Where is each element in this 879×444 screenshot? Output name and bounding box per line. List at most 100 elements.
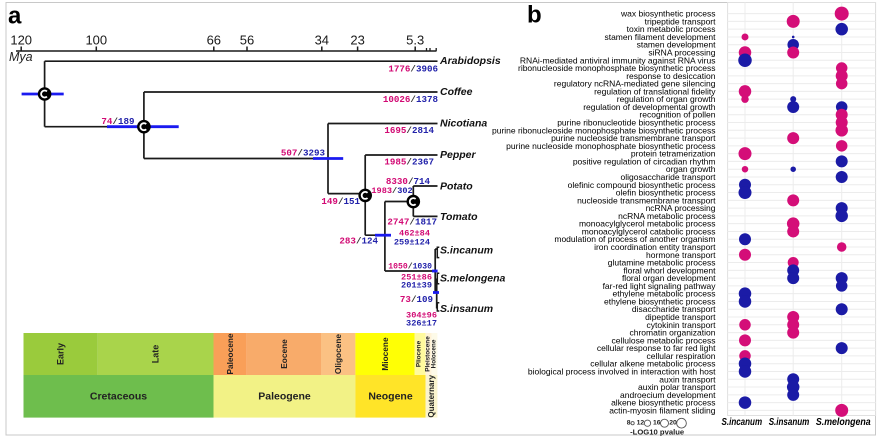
svg-text:23: 23 [350,33,364,48]
svg-text:Pleistocene: Pleistocene [425,336,432,372]
svg-text:Holocene: Holocene [431,339,438,368]
svg-text:cellular response to far red l: cellular response to far red light [597,343,716,353]
svg-text:regulation of developmental gr: regulation of developmental growth [583,102,716,112]
svg-text:cytokinin transport: cytokinin transport [647,320,717,330]
svg-text:1050/1030: 1050/1030 [388,262,432,271]
svg-text:ribonucleoside monophosphate b: ribonucleoside monophosphate biosyntheti… [518,63,716,73]
svg-text:disaccharide transport: disaccharide transport [632,304,716,314]
svg-text:149/151: 149/151 [321,195,360,206]
svg-text:120: 120 [10,33,32,48]
svg-text:tripeptide transport: tripeptide transport [645,16,717,26]
svg-text:1985/2367: 1985/2367 [384,156,434,167]
svg-text:biological process involved in: biological process involved in interacti… [528,366,716,376]
svg-text:organ growth: organ growth [666,164,716,174]
svg-text:chromatin organization: chromatin organization [630,328,716,338]
svg-text:stamen filament development: stamen filament development [604,32,716,42]
svg-text:purine nucleoside monophosphat: purine nucleoside monophosphate biosynth… [506,141,715,151]
svg-text:stamen development: stamen development [637,40,717,50]
svg-text:positive regulation of circadi: positive regulation of circadian rhythm [573,156,716,166]
svg-text:auxin transport: auxin transport [659,374,716,384]
svg-text:Arabidopsis: Arabidopsis [439,55,501,67]
svg-text:glutamine metabolic process: glutamine metabolic process [608,258,716,268]
svg-text:304±96: 304±96 [406,311,437,321]
svg-text:Late: Late [151,345,161,364]
svg-text:Paleogene: Paleogene [258,390,311,402]
svg-text:Mya: Mya [9,50,33,64]
svg-text:olefinic compound biosynthetic: olefinic compound biosynthetic process [568,180,716,190]
svg-text:ethylene metabolic process: ethylene metabolic process [612,289,715,299]
svg-text:1776/3906: 1776/3906 [388,63,438,74]
svg-text:Oligocene: Oligocene [333,334,343,374]
svg-text:hormone transport: hormone transport [646,250,716,260]
svg-text:olefin biosynthetic process: olefin biosynthetic process [616,188,716,198]
svg-text:Miocene: Miocene [380,337,390,371]
svg-text:1695/2814: 1695/2814 [384,125,434,136]
svg-text:251±86: 251±86 [401,272,432,282]
svg-text:actin-myosin filament sliding: actin-myosin filament sliding [609,405,716,415]
svg-text:oligosaccharide transport: oligosaccharide transport [621,172,717,182]
svg-text:cellulose metabolic process: cellulose metabolic process [612,335,716,345]
svg-text:recognition of pollen: recognition of pollen [639,110,715,120]
svg-text:283/124: 283/124 [339,235,378,246]
svg-text:auxin polar transport: auxin polar transport [638,382,716,392]
svg-text:Quaternary: Quaternary [427,374,436,417]
svg-text:Early: Early [56,343,66,365]
svg-text:5.3: 5.3 [406,33,424,48]
svg-text:alkene biosynthetic process: alkene biosynthetic process [611,398,715,408]
svg-text:2747/1817: 2747/1817 [387,216,437,227]
svg-text:16: 16 [653,420,661,427]
svg-text:8330/714: 8330/714 [386,176,431,187]
svg-text:10026/1378: 10026/1378 [383,94,439,105]
svg-text:507/3293: 507/3293 [281,147,326,158]
svg-text:ncRNA metabolic process: ncRNA metabolic process [618,211,715,221]
svg-text:monoacylglycerol catabolic pro: monoacylglycerol catabolic process [582,226,716,236]
svg-text:RNAi-mediated antiviral immuni: RNAi-mediated antiviral immunity against… [520,55,716,65]
svg-text:purine ribonucleoside monophos: purine ribonucleoside monophosphate bios… [492,125,716,135]
svg-text:1983/302: 1983/302 [371,186,412,196]
svg-text:purine nucleoside transmembran: purine nucleoside transmembrane transpor… [551,133,716,143]
svg-text:modulation of process of anoth: modulation of process of another organis… [554,234,715,244]
svg-text:Nicotiana: Nicotiana [440,118,487,130]
svg-text:toxin metabolic process: toxin metabolic process [627,24,716,34]
svg-text:S.insanum: S.insanum [440,303,493,315]
svg-text:Pliocene: Pliocene [416,340,423,367]
svg-text:Neogene: Neogene [368,390,413,402]
svg-text:Potato: Potato [440,181,473,193]
svg-text:S.melongena: S.melongena [816,417,871,428]
svg-text:regulation of organ growth: regulation of organ growth [617,94,716,104]
svg-text:purine ribonucleotide biosynth: purine ribonucleotide biosynthetic proce… [557,118,715,128]
svg-text:b: b [527,2,542,29]
svg-text:56: 56 [240,33,254,48]
svg-text:far-red light signaling pathwa: far-red light signaling pathway [603,281,717,291]
svg-text:floral organ development: floral organ development [622,273,716,283]
svg-text:Pepper: Pepper [440,149,477,161]
svg-text:462±84: 462±84 [399,229,430,239]
svg-text:ncRNA processing: ncRNA processing [646,203,716,213]
svg-text:259±124: 259±124 [394,238,430,248]
svg-text:8: 8 [627,420,631,427]
svg-text:floral whorl development: floral whorl development [623,265,716,275]
svg-text:74/189: 74/189 [101,115,134,126]
svg-text:201±39: 201±39 [401,281,432,291]
svg-text:iron coordination entity trans: iron coordination entity transport [594,242,716,252]
svg-text:Paleocene: Paleocene [225,333,235,374]
svg-text:Tomato: Tomato [440,211,478,223]
svg-text:protein tetramerization: protein tetramerization [631,149,716,159]
svg-text:12: 12 [637,420,645,427]
svg-text:cellular alkene metabolic proc: cellular alkene metabolic process [590,359,715,369]
svg-text:S.melongena: S.melongena [440,273,506,285]
svg-text:Eocene: Eocene [279,339,289,369]
svg-text:S.insanum: S.insanum [769,417,810,428]
svg-text:Coffee: Coffee [440,86,473,98]
svg-text:a: a [8,3,22,30]
svg-text:73/109: 73/109 [400,294,433,305]
svg-text:nucleoside transmembrane trans: nucleoside transmembrane transport [577,195,716,205]
svg-text:monoacylglycerol metabolic pro: monoacylglycerol metabolic process [579,219,716,229]
svg-text:-LOG10 pvalue: -LOG10 pvalue [630,428,684,437]
svg-text:ethylene biosynthetic process: ethylene biosynthetic process [604,296,716,306]
svg-text:siRNA processing: siRNA processing [648,48,715,58]
svg-text:66: 66 [207,33,221,48]
svg-text:regulatory ncRNA-mediated gene: regulatory ncRNA-mediated gene silencing [554,79,716,89]
svg-text:dipeptide transport: dipeptide transport [645,312,716,322]
svg-text:34: 34 [315,33,329,48]
